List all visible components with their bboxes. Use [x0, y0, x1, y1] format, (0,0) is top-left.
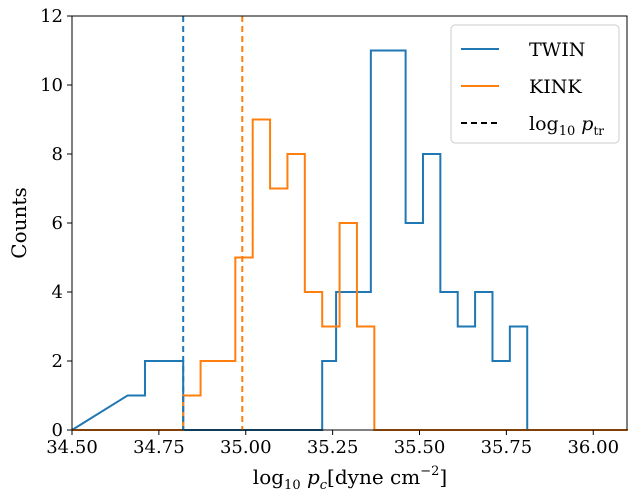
y-tick-label: 4 [52, 282, 63, 303]
legend-label: log10 ptr [529, 113, 604, 139]
x-tick-label: 36.00 [567, 437, 619, 458]
x-axis-label: log10 pc[dyne cm−2] [253, 464, 447, 492]
threshold-layer [182, 16, 244, 430]
x-tick-label: 34.75 [133, 437, 185, 458]
y-tick-label: 0 [52, 420, 63, 441]
legend-label: KINK [529, 76, 582, 98]
x-tick-label: 35.75 [481, 437, 533, 458]
y-tick-label: 12 [40, 6, 63, 27]
series-layer [71, 49, 628, 431]
x-tick-label: 35.50 [394, 437, 446, 458]
y-tick-label: 8 [52, 144, 63, 165]
y-tick-label: 6 [52, 213, 63, 234]
legend: TWIN KINK log10 ptr [450, 24, 620, 144]
series-kink [72, 118, 628, 431]
histogram-step-kink [72, 118, 628, 431]
x-tick-label: 35.25 [307, 437, 359, 458]
axes-layer: 34.50 34.75 35.00 35.25 35.50 35.75 36.00 0 2 4 6 8… [7, 6, 628, 492]
legend-label: TWIN [529, 39, 585, 61]
y-axis-label: Counts [7, 187, 31, 258]
y-tick-label: 10 [40, 75, 63, 96]
y-tick-label: 2 [52, 351, 63, 372]
legend-box [450, 24, 620, 144]
x-tick-label: 34.50 [46, 437, 98, 458]
x-tick-label: 35.00 [220, 437, 272, 458]
